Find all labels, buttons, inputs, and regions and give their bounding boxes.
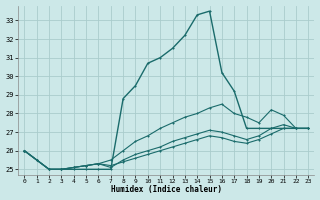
X-axis label: Humidex (Indice chaleur): Humidex (Indice chaleur): [111, 185, 222, 194]
